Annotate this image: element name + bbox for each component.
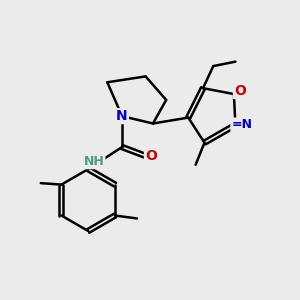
Text: =N: =N bbox=[231, 118, 252, 131]
Text: O: O bbox=[234, 84, 246, 98]
Text: O: O bbox=[145, 149, 157, 163]
Text: N: N bbox=[116, 109, 128, 123]
Text: NH: NH bbox=[84, 155, 104, 168]
